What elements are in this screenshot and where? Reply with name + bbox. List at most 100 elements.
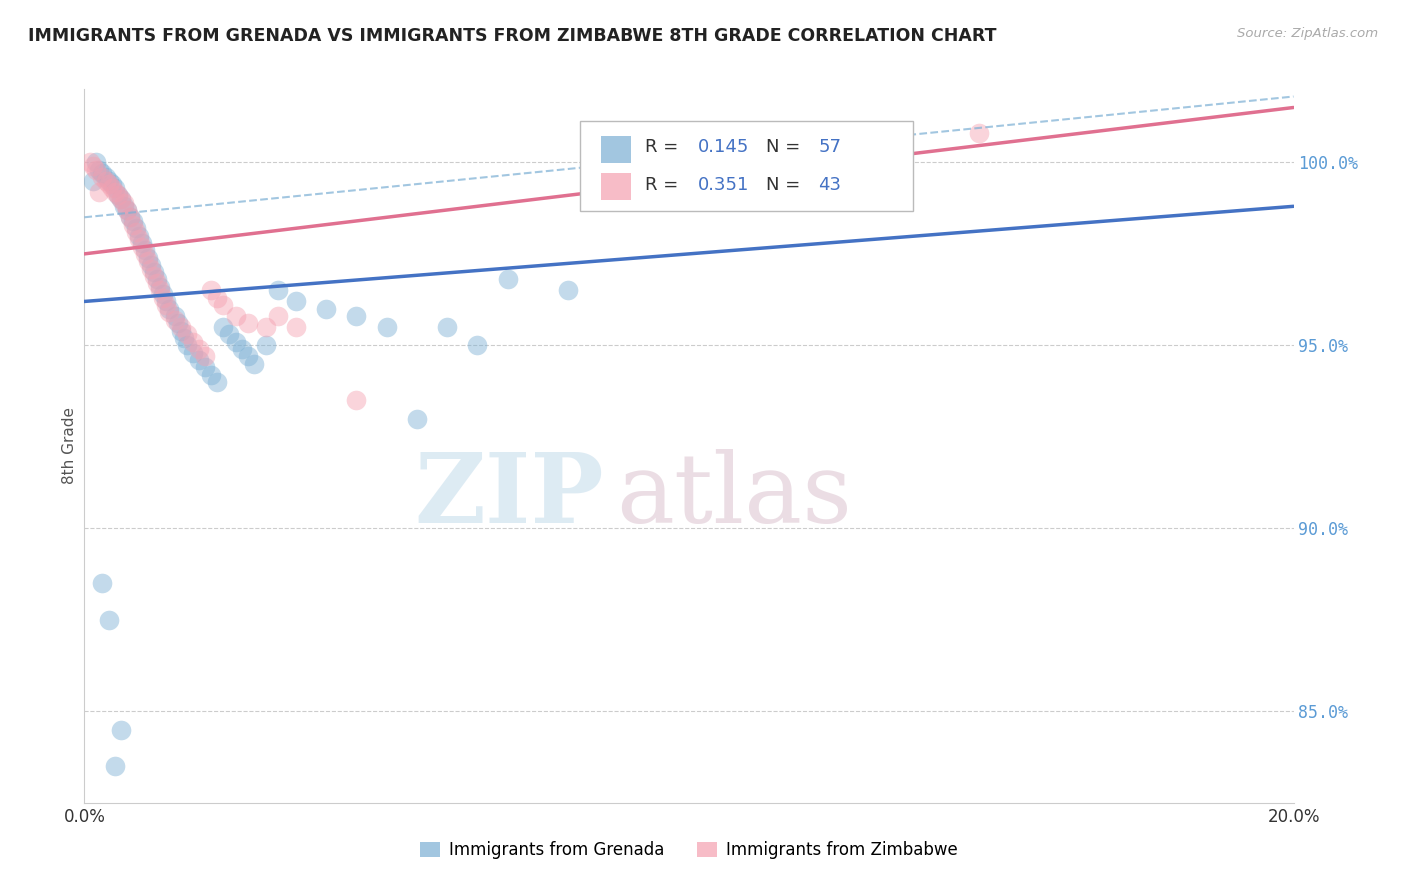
Point (188, 342, 211, 356)
Point (112, 195, 135, 210)
Point (254, 320, 277, 334)
Text: ZIP: ZIP (415, 449, 605, 543)
Point (254, 338, 277, 352)
Point (104, 759, 127, 773)
Point (285, 320, 308, 334)
Text: 0.351: 0.351 (697, 176, 749, 194)
Point (231, 342, 253, 356)
FancyBboxPatch shape (581, 121, 912, 211)
Point (100, 181, 122, 195)
Point (86, 155, 108, 169)
Point (194, 349, 217, 363)
Point (167, 317, 190, 331)
Text: N =: N = (766, 138, 806, 156)
Point (285, 294, 308, 309)
Point (131, 239, 153, 253)
Point (91, 169, 114, 184)
Legend: Immigrants from Grenada, Immigrants from Zimbabwe: Immigrants from Grenada, Immigrants from… (413, 835, 965, 866)
Point (267, 284, 290, 298)
Point (139, 258, 162, 272)
Point (200, 368, 222, 382)
Y-axis label: 8th Grade: 8th Grade (62, 408, 77, 484)
Point (82, 174, 104, 188)
Point (118, 211, 141, 225)
Text: atlas: atlas (616, 449, 852, 543)
Point (188, 353, 211, 368)
Point (118, 211, 141, 225)
Point (152, 291, 174, 305)
Point (557, 284, 579, 298)
Point (436, 320, 458, 334)
Text: N =: N = (766, 176, 806, 194)
Point (225, 334, 247, 349)
Point (110, 192, 132, 206)
Point (100, 178, 122, 192)
Point (218, 327, 240, 342)
Point (406, 411, 429, 425)
Text: R =: R = (645, 138, 685, 156)
Point (212, 320, 235, 334)
FancyBboxPatch shape (600, 136, 631, 162)
Point (967, 126, 990, 140)
Point (97, 613, 120, 627)
Point (346, 393, 368, 408)
Point (173, 331, 195, 345)
Point (346, 309, 368, 323)
Text: R =: R = (645, 176, 685, 194)
Point (200, 284, 222, 298)
Point (207, 375, 229, 389)
Point (107, 188, 129, 202)
Point (149, 280, 172, 294)
Point (112, 199, 135, 213)
Point (110, 723, 132, 737)
Point (121, 214, 143, 228)
Point (91, 576, 114, 591)
Point (121, 218, 143, 232)
Point (236, 317, 259, 331)
Point (125, 221, 148, 235)
Point (146, 272, 169, 286)
Point (104, 181, 127, 195)
Point (86, 162, 108, 177)
Point (170, 324, 193, 338)
Point (97, 178, 120, 192)
Point (152, 287, 174, 301)
Text: 43: 43 (818, 176, 841, 194)
Point (79, 155, 101, 169)
Point (225, 309, 247, 323)
Point (155, 298, 177, 312)
Point (212, 298, 235, 312)
Point (315, 301, 337, 316)
Point (496, 272, 519, 286)
Point (128, 228, 150, 243)
Text: Source: ZipAtlas.com: Source: ZipAtlas.com (1237, 27, 1378, 40)
Point (146, 276, 169, 290)
Point (176, 338, 198, 352)
Point (467, 338, 489, 352)
Point (236, 349, 259, 363)
Point (136, 254, 159, 268)
Point (104, 185, 127, 199)
Point (89, 185, 111, 199)
Point (107, 188, 129, 202)
Point (89, 162, 111, 177)
Point (142, 268, 165, 283)
Point (170, 320, 193, 334)
Text: 0.145: 0.145 (697, 138, 749, 156)
Point (157, 301, 180, 316)
Point (181, 345, 204, 359)
FancyBboxPatch shape (600, 173, 631, 201)
Point (157, 305, 180, 319)
Point (194, 360, 217, 375)
Text: IMMIGRANTS FROM GRENADA VS IMMIGRANTS FROM ZIMBABWE 8TH GRADE CORRELATION CHART: IMMIGRANTS FROM GRENADA VS IMMIGRANTS FR… (28, 27, 997, 45)
Point (97, 174, 120, 188)
Text: 57: 57 (818, 138, 841, 156)
Point (149, 284, 172, 298)
Point (131, 235, 153, 250)
Point (207, 291, 229, 305)
Point (128, 232, 150, 246)
Point (155, 294, 177, 309)
Point (91, 166, 114, 180)
Point (139, 261, 162, 276)
Point (115, 202, 138, 217)
